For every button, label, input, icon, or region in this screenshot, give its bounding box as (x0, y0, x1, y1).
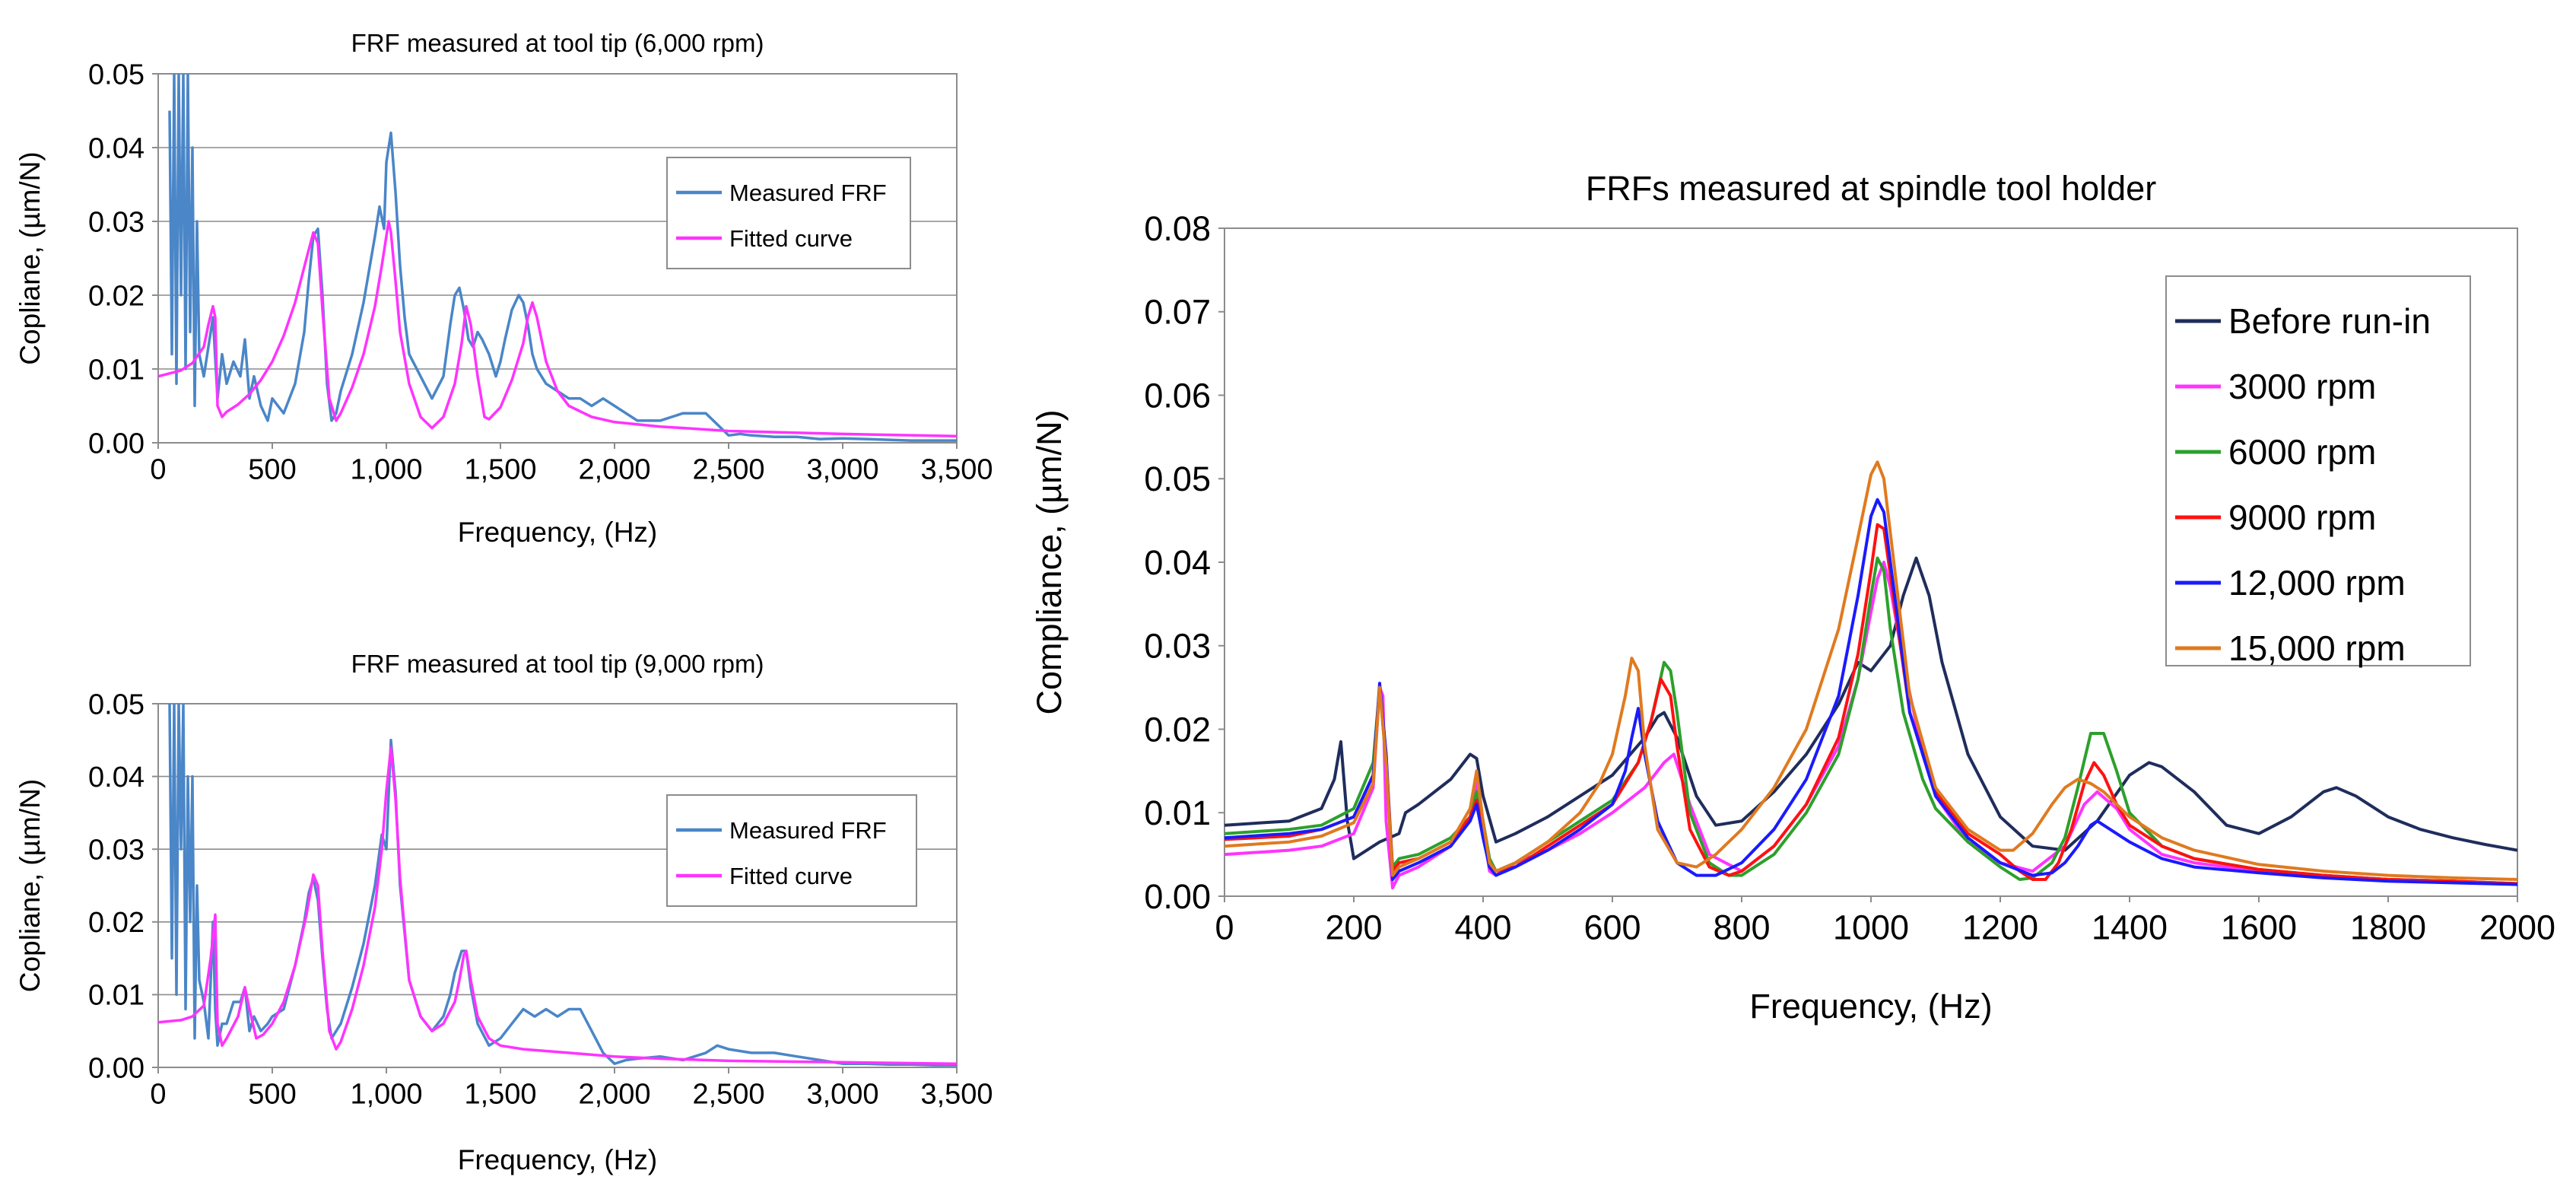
chart-2: 0.00 0.01 0.02 0.03 0.04 0.05 0 500 1,000 1,500 2,… (14, 650, 993, 1175)
legend-label: 9000 rpm (2228, 498, 2376, 537)
y-axis-label: Copliane, (µm/N) (14, 151, 46, 364)
x-tick-label: 1,000 (350, 454, 422, 486)
y-tick-label: 0.01 (88, 354, 145, 386)
series-line-15-000-rpm (1224, 460, 2517, 881)
x-tick-label: 200 (1325, 908, 1382, 946)
legend-box (666, 794, 917, 907)
x-tick-label: 2,500 (692, 454, 764, 486)
x-tick-label: 2,500 (692, 1079, 764, 1111)
legend-label: Fitted curve (729, 225, 853, 252)
y-tick-label: 0.02 (1144, 710, 1211, 749)
y-tick-label: 0.02 (88, 280, 145, 312)
x-tick-label: 3,000 (806, 1079, 878, 1111)
y-tick-label: 0.04 (1144, 543, 1211, 582)
series-line-12-000-rpm (1224, 498, 2517, 886)
plot-area (157, 73, 958, 444)
x-axis-label: Frequency, (Hz) (458, 517, 658, 548)
y-tick-label: 0.00 (1144, 877, 1211, 916)
x-tick-label: 2000 (2479, 908, 2555, 946)
chart-title: FRF measured at tool tip (6,000 rpm) (351, 29, 764, 57)
legend-box (666, 157, 911, 269)
x-tick-label: 1200 (1962, 908, 2038, 946)
y-tick-label: 0.04 (88, 132, 145, 164)
legend-label: Measured FRF (729, 180, 887, 206)
y-tick-label: 0.08 (1144, 209, 1211, 248)
legend: Measured FRF Fitted curve (666, 794, 917, 907)
series-line-6000-rpm (1224, 556, 2517, 886)
series-line-before-run-in (1224, 556, 2517, 860)
x-tick-label: 2,000 (578, 454, 650, 486)
legend-label: 15,000 rpm (2228, 628, 2406, 668)
chart-title: FRF measured at tool tip (9,000 rpm) (351, 650, 764, 678)
y-axis-label: Copliane, (µm/N) (14, 779, 46, 992)
y-tick-label: 0.00 (88, 428, 145, 460)
x-tick-label: 0 (1215, 908, 1234, 946)
y-tick-label: 0.03 (1144, 627, 1211, 666)
legend-label: 3000 rpm (2228, 367, 2376, 406)
x-tick-label: 1600 (2221, 908, 2297, 946)
legend-label: Fitted curve (729, 863, 853, 889)
y-tick-label: 0.03 (88, 206, 145, 238)
legend-label: 12,000 rpm (2228, 563, 2406, 603)
y-axis-label: Compliance, (µm/N) (1030, 409, 1069, 714)
x-tick-label: 1000 (1833, 908, 1909, 946)
x-tick-label: 1,500 (464, 454, 536, 486)
y-tick-label: 0.01 (1144, 794, 1211, 832)
x-tick-label: 800 (1713, 908, 1770, 946)
y-tick-label: 0.03 (88, 835, 145, 867)
x-tick-label: 0 (150, 1079, 166, 1111)
chart-1: 0.00 0.01 0.02 0.03 0.04 0.05 0 500 1,000 1,500 2,… (14, 29, 993, 548)
x-tick-label: 1400 (2092, 908, 2168, 946)
chart-3: 0.00 0.01 0.02 0.03 0.04 0.05 0.06 0.07 0.08 0 200… (1030, 169, 2555, 1026)
y-tick-label: 0.04 (88, 762, 145, 794)
x-axis-label: Frequency, (Hz) (458, 1144, 658, 1175)
x-tick-label: 3,000 (806, 454, 878, 486)
legend-label: Measured FRF (729, 817, 887, 844)
x-tick-label: 1800 (2350, 908, 2426, 946)
y-tick-label: 0.06 (1144, 376, 1211, 415)
y-tick-label: 0.05 (1144, 460, 1211, 498)
legend-label: Before run-in (2228, 301, 2431, 341)
y-tick-label: 0.05 (88, 59, 145, 91)
x-tick-label: 1,500 (464, 1079, 536, 1111)
legend: Before run-in 3000 rpm 6000 rpm 9000 rpm 12,… (2165, 275, 2471, 668)
x-tick-label: 3,500 (920, 454, 993, 486)
legend: Measured FRF Fitted curve (666, 157, 911, 269)
series-line-measured-frf (168, 74, 957, 442)
y-tick-label: 0.05 (88, 689, 145, 720)
y-tick-label: 0.02 (88, 907, 145, 939)
chart-title: FRFs measured at spindle tool holder (1586, 169, 2156, 208)
x-tick-label: 400 (1454, 908, 1511, 946)
x-tick-label: 0 (150, 454, 166, 486)
series-line-fitted-curve (158, 220, 957, 438)
y-tick-label: 0.07 (1144, 293, 1211, 332)
y-tick-label: 0.01 (88, 980, 145, 1012)
x-tick-label: 600 (1583, 908, 1641, 946)
x-tick-label: 3,500 (920, 1079, 993, 1111)
x-tick-label: 2,000 (578, 1079, 650, 1111)
series-line-fitted-curve (158, 746, 957, 1065)
x-tick-label: 500 (248, 454, 296, 486)
x-tick-label: 500 (248, 1079, 296, 1111)
plot-area (157, 703, 958, 1068)
legend-label: 6000 rpm (2228, 432, 2376, 472)
x-tick-label: 1,000 (350, 1079, 422, 1111)
x-axis-label: Frequency, (Hz) (1749, 987, 1992, 1026)
y-tick-label: 0.00 (88, 1052, 145, 1084)
legend-box (2165, 275, 2471, 666)
